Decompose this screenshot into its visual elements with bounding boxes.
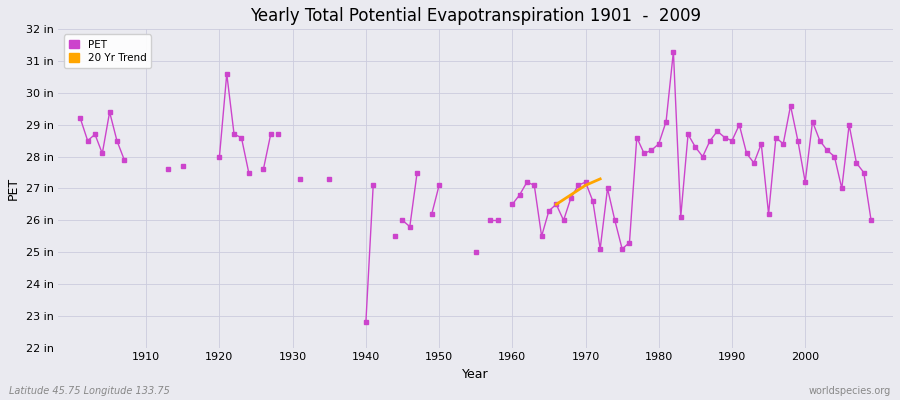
X-axis label: Year: Year [463, 368, 489, 381]
Legend: PET, 20 Yr Trend: PET, 20 Yr Trend [64, 34, 151, 68]
Title: Yearly Total Potential Evapotranspiration 1901  -  2009: Yearly Total Potential Evapotranspiratio… [250, 7, 701, 25]
Text: worldspecies.org: worldspecies.org [809, 386, 891, 396]
Y-axis label: PET: PET [7, 177, 20, 200]
Text: Latitude 45.75 Longitude 133.75: Latitude 45.75 Longitude 133.75 [9, 386, 170, 396]
